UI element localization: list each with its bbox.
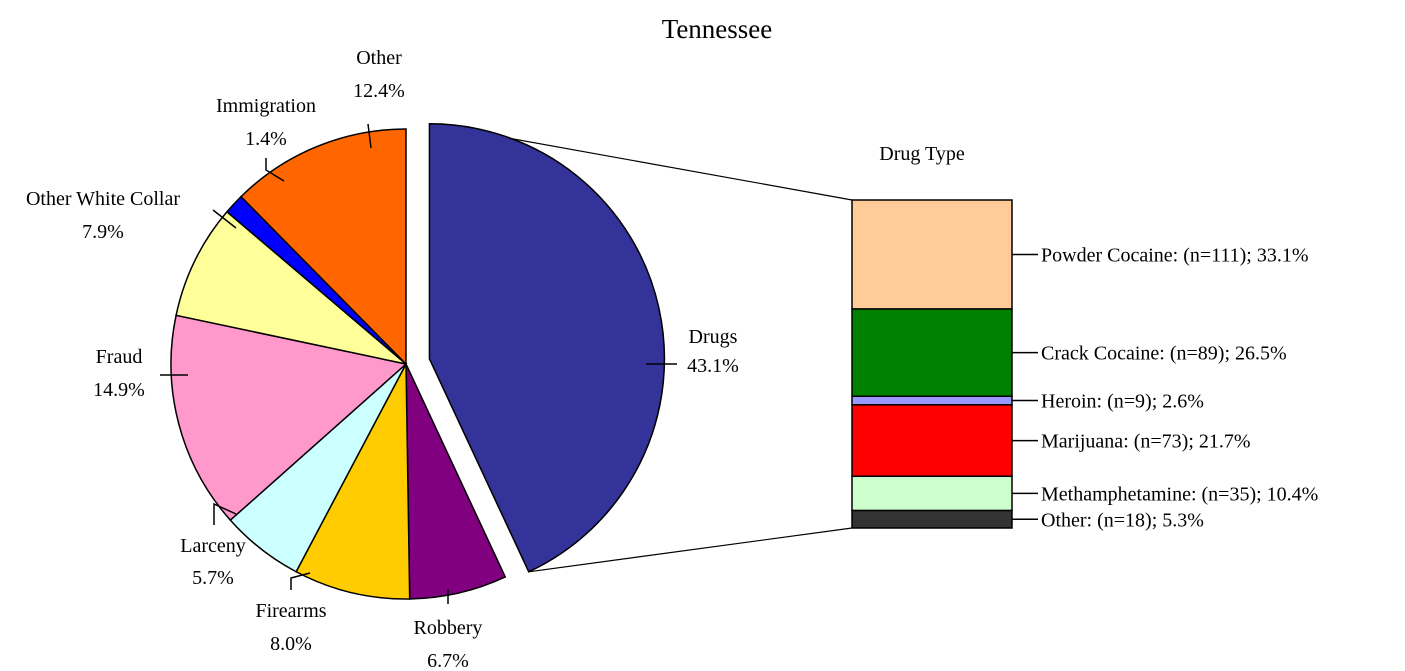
leader-line	[213, 502, 237, 525]
bar-label-heroin: Heroin: (n=9); 2.6%	[1012, 391, 1204, 413]
bar-label-methamphetamine: Methamphetamine: (n=35); 10.4%	[1012, 483, 1318, 505]
pie-label-name: Immigration	[216, 95, 316, 117]
leader-line	[212, 209, 237, 229]
bar-segment-other	[851, 509, 1013, 529]
pie-label-drugs: Drugs 43.1%	[646, 326, 739, 377]
pie-label-value: 12.4%	[353, 80, 405, 102]
bar-segment-powder-cocaine	[851, 199, 1013, 310]
pie-label-name: Robbery	[414, 617, 483, 639]
pie-label-value: 6.7%	[427, 650, 469, 671]
leader-line	[367, 123, 372, 149]
pie-slice-other-white-collar	[175, 210, 407, 365]
bar-title: Drug Type	[879, 143, 965, 165]
bar-label-marijuana: Marijuana: (n=73); 21.7%	[1012, 431, 1251, 453]
pie-label-robbery: Robbery 6.7%	[414, 589, 483, 671]
pie-label-name: Fraud	[96, 346, 143, 368]
bar-label-powder-cocaine: Powder Cocaine: (n=111); 33.1%	[1012, 245, 1309, 267]
bar-label-crack-cocaine: Crack Cocaine: (n=89); 26.5%	[1012, 343, 1287, 365]
pie-labels: Drugs 43.1% Robbery 6.7% Firearms 8.0% Larceny…	[26, 47, 739, 671]
pie-label-name: Larceny	[180, 535, 246, 557]
bar-label-text: Marijuana: (n=73); 21.7%	[1041, 431, 1251, 453]
pie-label-value: 5.7%	[192, 567, 234, 589]
leader-line	[265, 158, 285, 182]
bar-label-text: Methamphetamine: (n=35); 10.4%	[1041, 483, 1318, 505]
pie-label-other-white-collar: Other White Collar 7.9%	[26, 188, 237, 243]
pie-label-name: Other	[356, 47, 402, 69]
pie-label-value: 43.1%	[687, 355, 739, 377]
bar-label-text: Powder Cocaine: (n=111); 33.1%	[1041, 245, 1309, 267]
pie-label-fraud: Fraud 14.9%	[93, 346, 188, 401]
connector-bottom	[528, 527, 853, 573]
bar-label-other: Other: (n=18); 5.3%	[1012, 509, 1204, 531]
chart-title: Tennessee	[662, 14, 773, 44]
bar-segment-methamphetamine	[851, 475, 1013, 512]
pie-chart	[170, 123, 666, 600]
pie-slice-firearms	[295, 363, 411, 600]
pie-label-name: Firearms	[255, 600, 326, 622]
pie-label-immigration: Immigration 1.4%	[216, 95, 316, 182]
pie-label-firearms: Firearms 8.0%	[255, 572, 327, 655]
pie-label-value: 14.9%	[93, 379, 145, 401]
pie-label-name: Other White Collar	[26, 188, 180, 210]
pie-slice-other	[239, 128, 407, 366]
bar-labels: Powder Cocaine: (n=111); 33.1% Crack Coca…	[1012, 245, 1318, 531]
leader-line	[290, 572, 311, 590]
pie-label-value: 8.0%	[270, 633, 312, 655]
bar-segment-heroin	[851, 395, 1013, 406]
pie-slice-drugs	[428, 123, 666, 573]
pie-label-name: Drugs	[689, 326, 738, 348]
pie-label-value: 1.4%	[245, 128, 287, 150]
stacked-bar	[851, 199, 1013, 529]
bar-segment-marijuana	[851, 404, 1013, 478]
bar-label-text: Heroin: (n=9); 2.6%	[1041, 391, 1204, 413]
bar-label-text: Crack Cocaine: (n=89); 26.5%	[1041, 343, 1287, 365]
pie-label-larceny: Larceny 5.7%	[180, 502, 246, 589]
bar-label-text: Other: (n=18); 5.3%	[1041, 509, 1204, 531]
bar-segment-crack-cocaine	[851, 308, 1013, 398]
pie-slice-fraud	[170, 314, 408, 522]
pie-label-other: Other 12.4%	[353, 47, 405, 149]
pie-label-value: 7.9%	[82, 221, 124, 243]
